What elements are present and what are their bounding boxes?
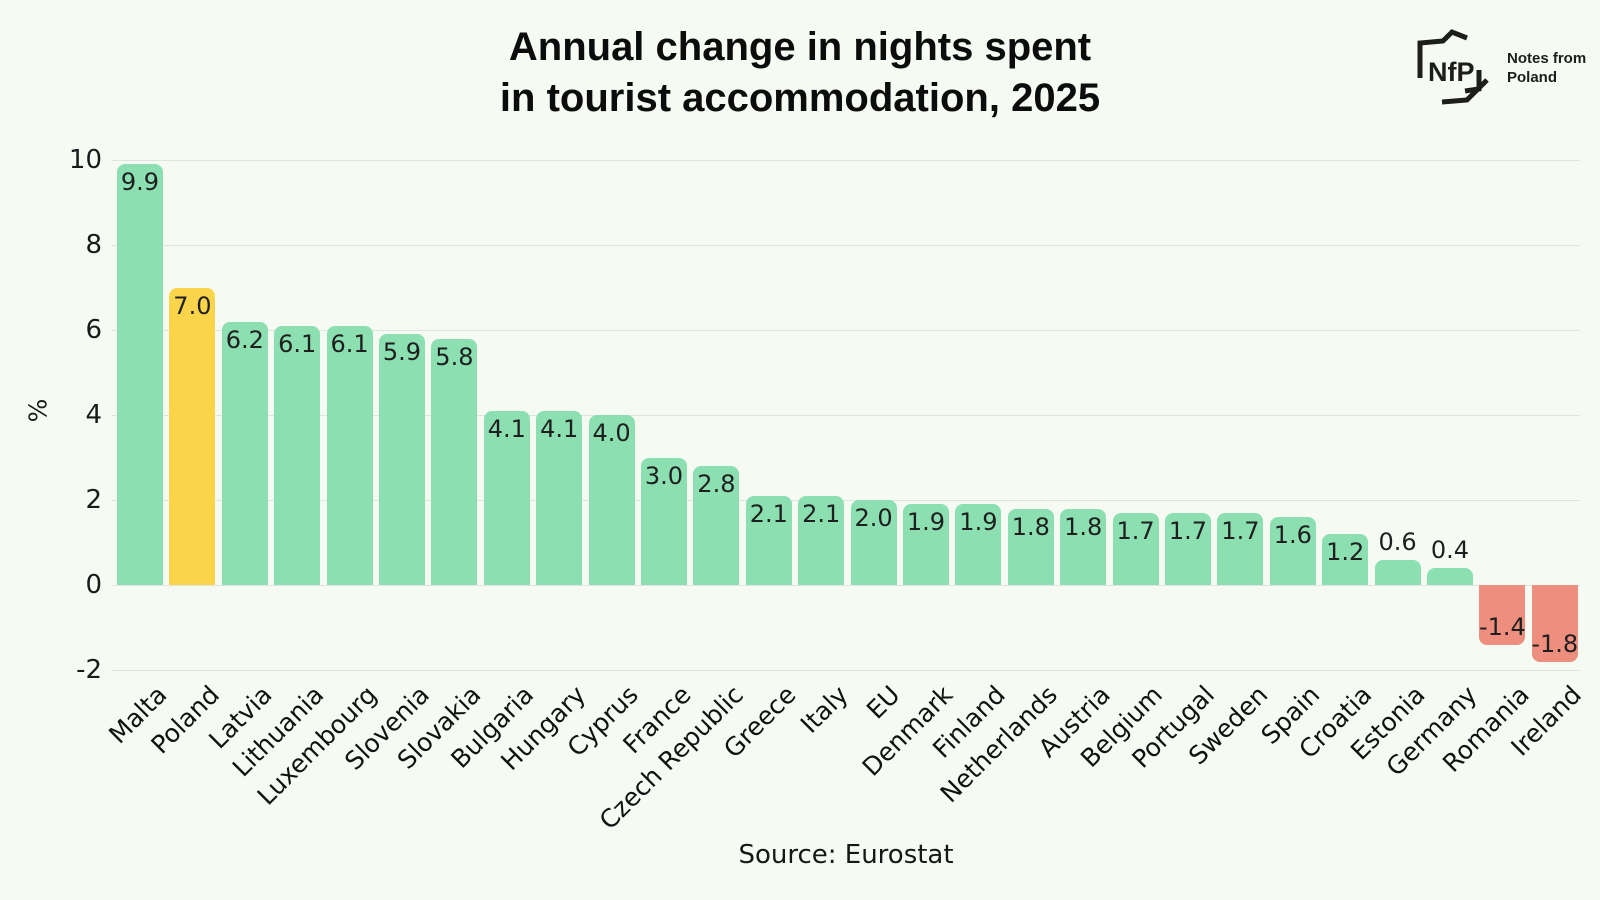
y-tick-label--2: -2 (76, 655, 102, 685)
bar-value-belgium: 1.7 (1116, 516, 1155, 545)
y-tick-label-10: 10 (68, 145, 102, 175)
bar-value-estonia: 0.6 (1378, 527, 1417, 556)
bar-slovakia (431, 338, 478, 585)
y-tick-label-2: 2 (85, 485, 102, 515)
bar-value-czech-republic: 2.8 (697, 470, 736, 498)
bar-value-malta: 9.9 (120, 168, 160, 197)
bar-value-cyprus: 4.0 (592, 419, 631, 447)
bar-cyprus (588, 415, 635, 585)
bar-lithuania (274, 325, 321, 585)
gridline-4 (112, 414, 1580, 416)
nfp-logo-name-line-1: Notes from (1507, 50, 1587, 67)
bar-czech-republic (693, 466, 740, 585)
bar-ireland (1531, 585, 1578, 662)
bar-denmark (903, 504, 949, 585)
bar-value-italy: 2.1 (802, 499, 841, 528)
bar-estonia (1374, 559, 1421, 585)
gridline--2 (112, 669, 1580, 671)
bar-latvia (221, 321, 268, 585)
bar-france (641, 457, 687, 585)
gridline-10 (112, 159, 1580, 161)
bar-value-france: 3.0 (644, 461, 684, 490)
bar-malta (117, 164, 163, 585)
bar-value-finland: 1.9 (959, 508, 998, 537)
bar-value-luxembourg: 6.1 (330, 329, 369, 358)
bar-romania (1479, 585, 1526, 645)
bar-value-spain: 1.6 (1273, 521, 1312, 549)
bar-croatia (1322, 534, 1369, 585)
bar-sweden (1217, 512, 1264, 585)
bar-austria (1060, 508, 1107, 585)
bar-value-eu: 2.0 (854, 504, 893, 532)
bar-value-ireland: -1.8 (1531, 629, 1579, 658)
bar-germany (1427, 568, 1473, 585)
bar-value-greece: 2.1 (749, 499, 788, 528)
bar-value-latvia: 6.2 (225, 325, 264, 354)
bar-value-bulgaria: 4.1 (487, 414, 526, 443)
bar-value-germany: 0.4 (1430, 536, 1470, 564)
nfp-logo-abbr: NfP (1428, 57, 1475, 87)
bar-finland (955, 504, 1002, 585)
bar-value-slovakia: 5.8 (435, 342, 474, 371)
bar-hungary (536, 410, 583, 585)
gridline-8 (112, 244, 1580, 246)
bar-greece (745, 495, 792, 585)
bar-portugal (1165, 512, 1211, 585)
gridline-0 (112, 584, 1580, 586)
bar-belgium (1112, 512, 1159, 585)
source-note: Source: Eurostat (738, 840, 954, 870)
bar-value-netherlands: 1.8 (1011, 512, 1050, 541)
bar-value-sweden: 1.7 (1221, 516, 1260, 545)
nfp-logo-icon: NfP (1417, 29, 1489, 105)
nfp-logo: NfP Notes from Poland (1395, 28, 1586, 110)
bar-spain (1269, 517, 1316, 585)
nfp-logo-name: Notes from Poland (1507, 50, 1586, 88)
bar-value-portugal: 1.7 (1168, 516, 1208, 545)
x-label-text-italy: Italy (794, 680, 854, 739)
gridline-6 (112, 329, 1580, 331)
bar-value-romania: -1.4 (1478, 612, 1526, 641)
bar-eu (850, 500, 897, 585)
bar-slovenia (379, 334, 425, 585)
y-tick-label-8: 8 (85, 230, 102, 260)
bar-luxembourg (326, 325, 373, 585)
nfp-logo-name-line-2: Poland (1507, 68, 1558, 86)
bar-value-austria: 1.8 (1064, 512, 1103, 541)
bar-value-croatia: 1.2 (1326, 538, 1365, 566)
bar-value-slovenia: 5.9 (382, 338, 422, 367)
y-tick-label-4: 4 (85, 400, 102, 430)
y-tick-label-0: 0 (85, 570, 102, 600)
bar-value-denmark: 1.9 (906, 508, 946, 537)
y-tick-label-6: 6 (85, 315, 102, 345)
bar-bulgaria (483, 410, 530, 585)
bar-value-lithuania: 6.1 (278, 329, 317, 358)
bar-poland (169, 287, 216, 585)
gridline-2 (112, 499, 1580, 501)
bar-italy (798, 495, 845, 585)
bar-value-hungary: 4.1 (540, 414, 579, 443)
bar-netherlands (1007, 508, 1054, 585)
bar-value-poland: 7.0 (173, 291, 212, 320)
